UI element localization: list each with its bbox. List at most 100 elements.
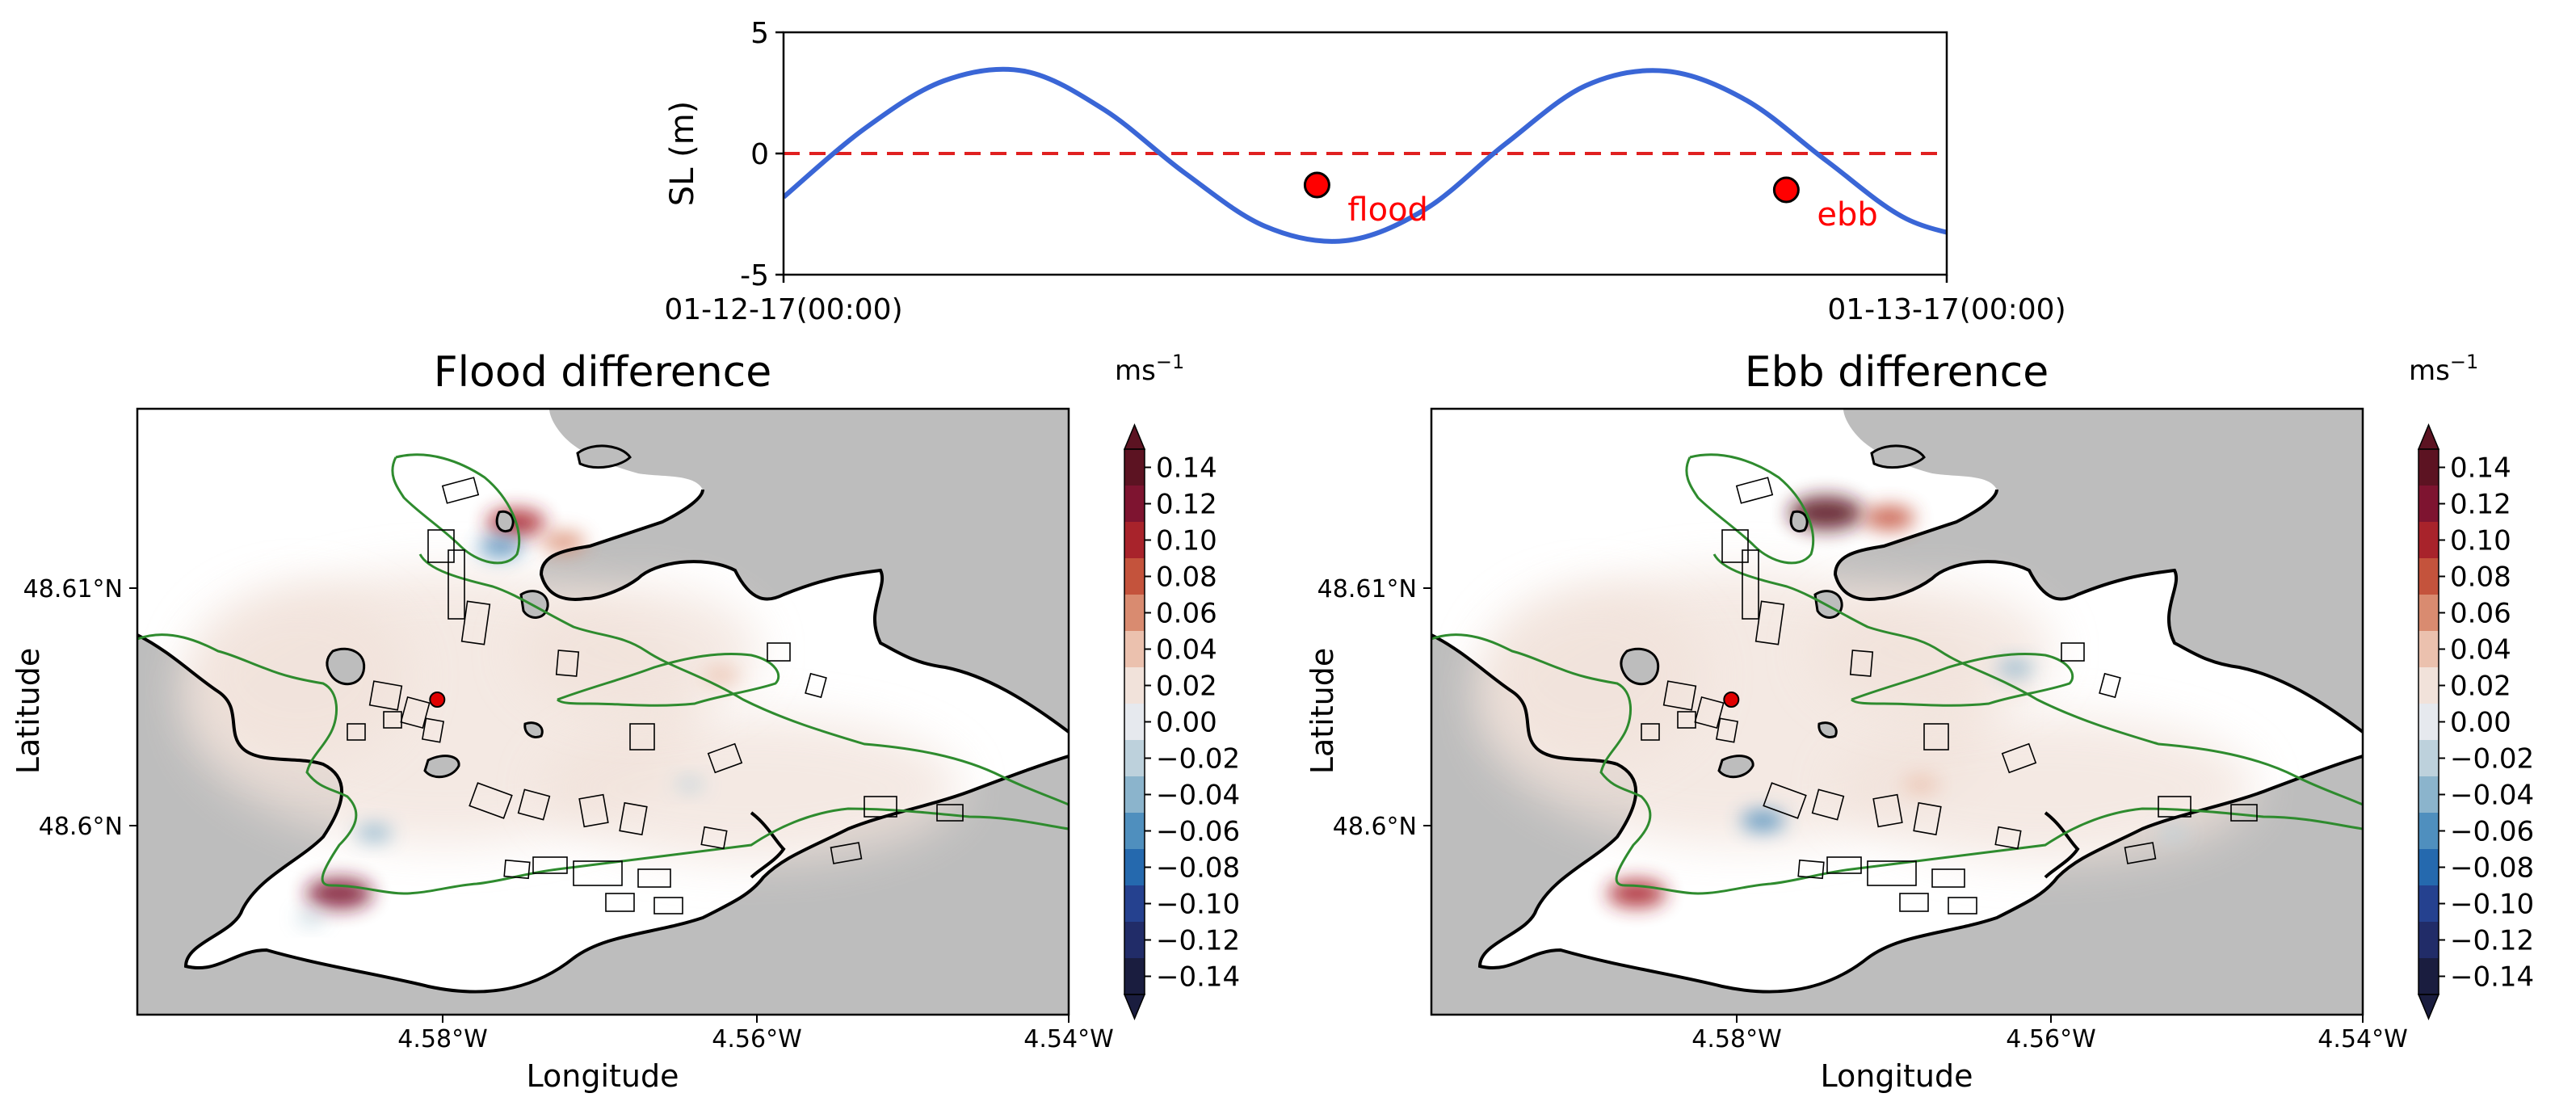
flood-colorbar-tick-label-14: −0.14: [1156, 961, 1240, 994]
structure-polygon-12: [1797, 859, 1825, 880]
ebb-colorbar-tick-label-5: 0.04: [2450, 634, 2511, 666]
island-2: [326, 647, 366, 686]
ebb-colorbar-tick-label-2: 0.10: [2450, 525, 2511, 557]
flood-colorbar-tick-label-3: 0.08: [1156, 561, 1217, 594]
structure-polygon-24: [805, 672, 827, 699]
structure-polygon-9: [1811, 788, 1845, 821]
island-4: [495, 510, 515, 532]
ebb-colorbar: 0.14 0.12 0.10 0.08 0.06 0.04 0.02 0.00 −0.02 −0.…: [2417, 423, 2534, 1020]
flood-colorbar-tick-label-1: 0.12: [1156, 489, 1217, 521]
ebb-colorbar-tick-label-6: 0.02: [2450, 671, 2511, 703]
flood-colorbar-bin-0: [1124, 449, 1145, 486]
flood-x-tick-label-2: 4.56°W: [712, 1025, 801, 1053]
hotspot-2: [541, 532, 586, 553]
ebb-y-axis-label: Latitude: [1305, 648, 1340, 774]
flood-map-frame: [136, 407, 1070, 1016]
hotspot-4: [478, 536, 523, 557]
structure-polygon-27: [1849, 650, 1874, 677]
ebb-colorbar-bottom-arrow: [2417, 994, 2440, 1020]
hotspot-3: [703, 666, 740, 684]
sea-level-y-ticks: 5 0 -5: [740, 17, 784, 292]
structure-polygon-0: [441, 477, 480, 504]
structure-polygon-8: [1763, 782, 1807, 819]
ebb-colorbar-bin-12: [2418, 885, 2439, 922]
structure-polygon-23: [830, 842, 863, 864]
flood-y-ticks: [129, 587, 137, 826]
structure-polygon-1: [427, 529, 455, 563]
ebb-map-frame: [1430, 407, 2364, 1016]
flood-colorbar-bin-10: [1124, 813, 1145, 849]
ebb-colorbar-bin-0: [2418, 449, 2439, 486]
flood-colorbar-bin-4: [1124, 595, 1145, 631]
ebb-colorbar-bin-6: [2418, 667, 2439, 704]
structure-polygon-3: [460, 600, 491, 645]
island-0: [1870, 444, 1926, 469]
flood-colorbar-bin-8: [1124, 740, 1145, 776]
hotspot-6: [296, 910, 326, 925]
ebb-colorbar-tick-label-3: 0.08: [2450, 561, 2511, 594]
ebb-x-tick-label-2: 4.56°W: [2006, 1025, 2095, 1053]
ebb-colorbar-tick-label-0: 0.14: [2450, 452, 2511, 485]
hotspot-5: [1741, 810, 1785, 831]
island-1: [1813, 590, 1843, 619]
structure-polygon-6: [421, 717, 445, 743]
flood-colorbar-tick-label-2: 0.10: [1156, 525, 1217, 557]
flood-colorbar-tick-label-4: 0.06: [1156, 598, 1217, 630]
ebb-y-tick-label-2: 48.6°N: [1333, 813, 1417, 841]
ebb-colorbar-bin-11: [2418, 849, 2439, 885]
ebb-colorbar-tick-label-12: −0.10: [2450, 889, 2534, 921]
island-0: [576, 444, 632, 469]
ebb-colorbar-tick-label-4: 0.06: [2450, 598, 2511, 630]
y-tick-label-2: -5: [740, 259, 769, 292]
structure-polygon-11: [619, 801, 648, 836]
structure-polygon-16: [605, 893, 635, 912]
ebb-colorbar-bin-7: [2418, 704, 2439, 740]
flood-y-tick-label-2: 48.6°N: [39, 813, 123, 841]
island-2: [1620, 647, 1660, 686]
depth-contour-line: [1431, 453, 2363, 895]
ebb-colorbar-bin-4: [2418, 595, 2439, 631]
coastline-segment-1: [1833, 489, 2363, 734]
ebb-colorbar-tick-label-9: −0.04: [2450, 780, 2534, 812]
coastline-segment-1: [539, 489, 1069, 734]
hotspot-7: [2158, 826, 2188, 840]
flood-polygons: [347, 477, 964, 914]
ebb-colorbar-bin-14: [2418, 958, 2439, 994]
structure-polygon-2: [1742, 549, 1759, 620]
hotspot-0: [306, 878, 373, 909]
background-tint-2: [186, 587, 412, 764]
ebb-colorbar-unit: ms−1: [2409, 351, 2478, 387]
ebb-x-ticks: [1736, 1015, 2364, 1023]
structure-polygon-18: [707, 742, 743, 774]
ebb-polygons: [1641, 477, 2258, 914]
flood-depth-contour: [137, 453, 1069, 895]
structure-polygon-1: [1721, 529, 1749, 563]
x-tick-label-start: 01-12-17(00:00): [664, 293, 902, 326]
structure-polygon-22: [936, 804, 964, 822]
ebb-colorbar-tick-label-11: −0.08: [2450, 852, 2534, 885]
flood-difference-map: Flood difference 4.58°W 4.56°W 4.54°W: [11, 348, 1114, 1094]
flood-colorbar-tick-label-11: −0.08: [1156, 852, 1240, 885]
structure-polygon-16: [1899, 893, 1929, 912]
ebb-coastline: [1431, 489, 2363, 994]
flood-x-axis-label: Longitude: [527, 1058, 679, 1094]
flood-colorbar-bin-9: [1124, 776, 1145, 813]
flood-colorbar-tick-label-8: −0.02: [1156, 743, 1240, 776]
hotspot-6: [1997, 659, 2034, 677]
x-tick-label-end: 01-13-17(00:00): [1827, 293, 2065, 326]
island-3: [423, 755, 460, 779]
flood-islands: [326, 444, 632, 779]
flood-x-tick-label-1: 4.58°W: [397, 1025, 487, 1053]
ebb-depth-contour: [1431, 453, 2363, 895]
flood-colorbar-bin-7: [1124, 704, 1145, 740]
structure-polygon-22: [2230, 804, 2258, 822]
structure-polygon-12: [503, 859, 531, 880]
island-3: [1717, 755, 1754, 779]
structure-polygon-18: [2001, 742, 2037, 774]
coastline-segment-2: [750, 811, 786, 879]
ebb-colorbar-bin-9: [2418, 776, 2439, 813]
ebb-x-tick-label-3: 4.54°W: [2318, 1025, 2407, 1053]
flood-colorbar-bin-12: [1124, 885, 1145, 922]
ebb-colorbar-tick-label-8: −0.02: [2450, 743, 2534, 776]
ebb-x-axis-label: Longitude: [1821, 1058, 1973, 1094]
